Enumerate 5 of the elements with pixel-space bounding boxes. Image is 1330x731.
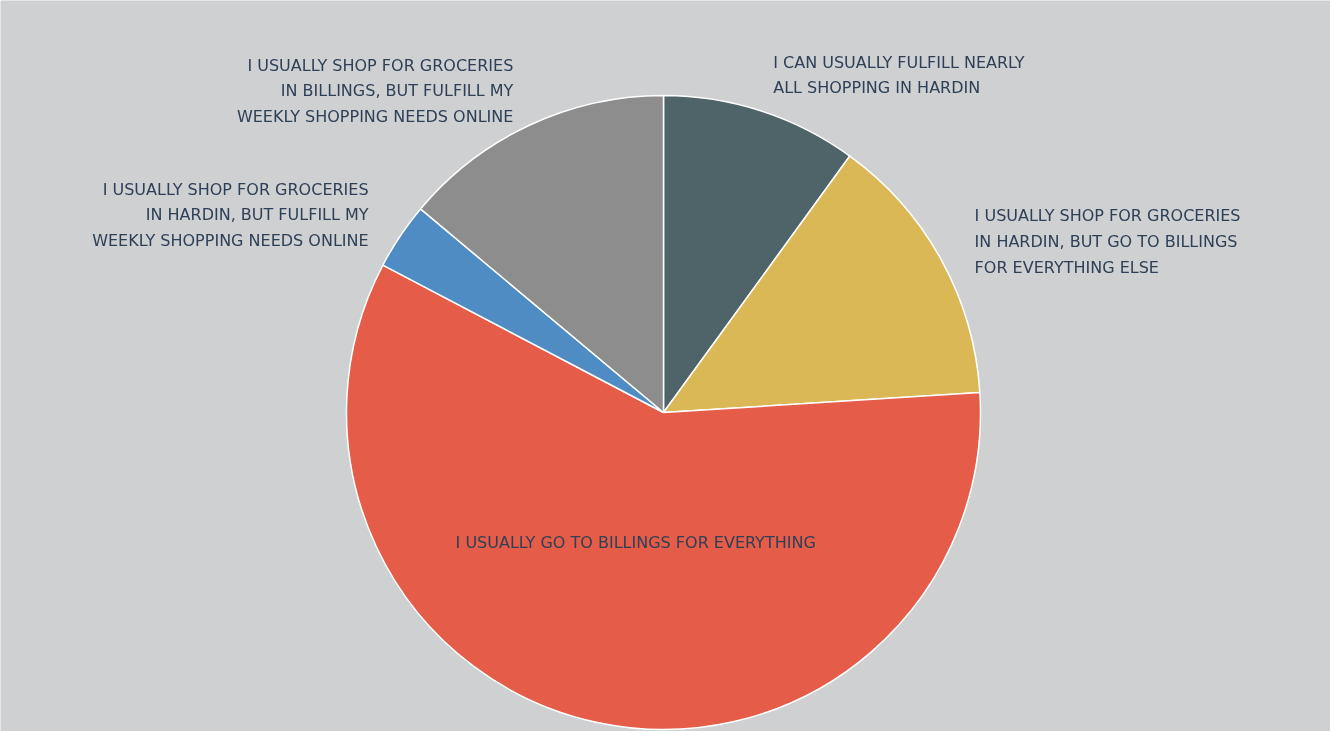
slice-label: I USUALLY SHOP FOR GROCERIES IN HARDIN, BUT GO TO BILLINGS FOR EVERYTHING ELSE <box>974 206 1241 277</box>
slice-label: I USUALLY SHOP FOR GROCERIES IN BILLINGS, BUT FULFILL MY WEEKLY SHOPPING NEEDS ONLINE <box>236 55 514 126</box>
slice-label: I USUALLY SHOP FOR GROCERIES IN HARDIN, BUT FULFILL MY WEEKLY SHOPPING NEEDS ONLINE <box>92 179 369 250</box>
slice-label: I USUALLY GO TO BILLINGS FOR EVERYTHING <box>455 533 816 553</box>
slice-label: I CAN USUALLY FULFILL NEARLY ALL SHOPPING IN HARDIN <box>773 52 1025 98</box>
